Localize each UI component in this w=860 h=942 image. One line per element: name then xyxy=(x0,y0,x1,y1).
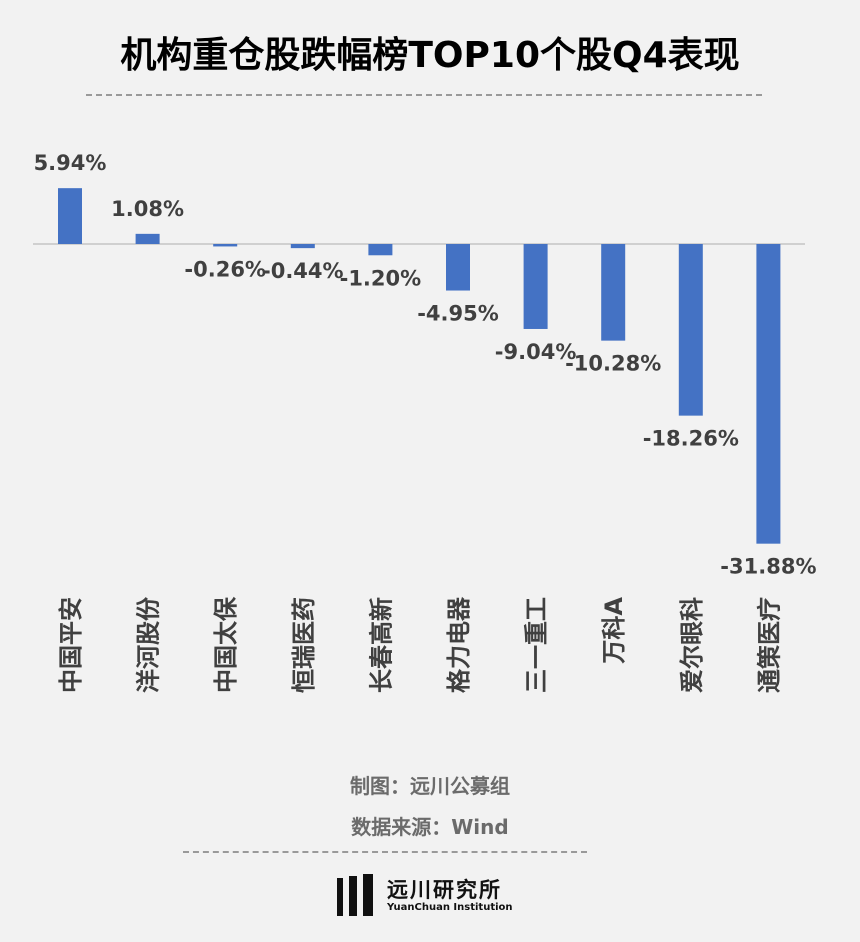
value-label-9: -18.26% xyxy=(643,427,739,451)
bar-10 xyxy=(756,244,781,544)
bar-1 xyxy=(58,188,82,244)
value-label-1: 5.94% xyxy=(34,151,107,175)
category-label-10: 通策医疗 xyxy=(755,597,783,693)
category-label-4: 恒瑞医药 xyxy=(290,597,318,693)
bar-9 xyxy=(678,244,703,416)
value-label-5: -1.20% xyxy=(340,266,422,290)
bar-4 xyxy=(290,244,315,249)
bar-8 xyxy=(601,244,626,341)
category-label-9: 爱尔眼科 xyxy=(678,597,706,693)
value-label-6: -4.95% xyxy=(417,302,499,326)
logo-name-en: YuanChuan Institution xyxy=(387,902,513,913)
chart-title: 机构重仓股跌幅榜TOP10个股Q4表现 xyxy=(120,35,740,76)
maker-credit: 制图：远川公募组 xyxy=(350,774,510,798)
footer-divider xyxy=(183,851,587,853)
bar-7 xyxy=(523,244,548,329)
category-label-7: 三一重工 xyxy=(523,597,551,693)
value-label-10: -31.88% xyxy=(720,555,816,579)
bar-2 xyxy=(135,233,160,244)
logo-mark-icon xyxy=(337,874,373,916)
category-label-6: 格力电器 xyxy=(445,596,473,693)
value-label-8: -10.28% xyxy=(565,352,661,376)
bar-chart: 5.94%1.08% -0.26%-0.44%-1.20% -4.95% -9.04%… xyxy=(33,151,816,693)
brand-logo: 远川研究所 YuanChuan Institution xyxy=(335,874,535,918)
bar-5 xyxy=(368,244,393,256)
bar-3 xyxy=(213,244,238,247)
value-label-3: -0.26% xyxy=(184,257,266,281)
category-label-2: 洋河股份 xyxy=(135,596,163,693)
value-label-7: -9.04% xyxy=(495,340,577,364)
data-source: 数据来源：Wind xyxy=(351,815,509,839)
logo-name-cn: 远川研究所 xyxy=(387,878,502,902)
title-divider xyxy=(86,94,762,96)
category-label-8: 万科A xyxy=(600,597,628,664)
bar-6 xyxy=(446,244,470,291)
value-label-4: -0.44% xyxy=(262,259,344,283)
category-label-3: 中国太保 xyxy=(212,596,240,693)
value-label-2: 1.08% xyxy=(111,197,184,221)
category-label-5: 长春高新 xyxy=(367,597,395,693)
category-label-1: 中国平安 xyxy=(57,597,85,693)
